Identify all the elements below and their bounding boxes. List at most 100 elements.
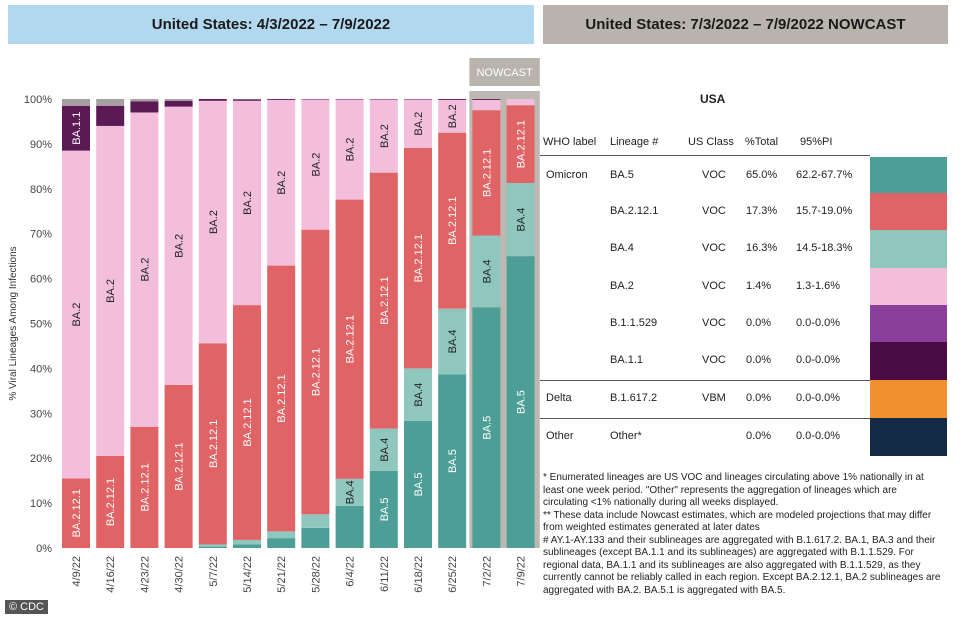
bar-label: BA.2.12.1	[174, 442, 186, 490]
y-axis-label: % Viral Lineages Among Infections	[8, 246, 19, 400]
table-cell-class: VOC	[702, 316, 726, 329]
variant-proportions-chart: NOWCAST 0% 10% 20% 30% 40% 50% 60% 70% 80% 90% 100%…	[8, 58, 540, 593]
footnote: # AY.1-AY.133 and their sublineages are …	[543, 534, 941, 596]
bar-label: BA.4	[481, 259, 493, 283]
header-lineage: Lineage #	[610, 136, 659, 148]
nowcast-period-title: United States: 7/3/2022 – 7/9/2022 NOWCA…	[543, 5, 948, 44]
x-tick-label: 6/18/22	[413, 556, 425, 593]
bar-segment	[472, 110, 501, 236]
table-cell-pi: 0.0-0.0%	[796, 316, 841, 329]
bar-label: BA.2	[242, 191, 254, 215]
table-cell-lineage: BA.2.12.1	[610, 204, 659, 217]
bar-segment	[164, 385, 193, 548]
bar-segment	[335, 505, 364, 548]
bar-segment	[198, 343, 227, 545]
table-header-rule	[540, 155, 870, 156]
bar-segment	[369, 470, 398, 548]
bar-label: BA.4	[379, 438, 391, 462]
table-cell-class: VOC	[702, 242, 726, 254]
bar-segment	[335, 478, 364, 506]
bar-segment	[130, 101, 159, 113]
bar-segment	[301, 229, 330, 515]
bar-segment	[301, 99, 330, 230]
bar-segment	[438, 308, 467, 375]
bar-label: BA.4	[345, 480, 357, 504]
bar-segment	[130, 426, 159, 548]
header-us-class: US Class	[688, 136, 734, 148]
y-tick-label: 40%	[30, 363, 52, 375]
bar-label: BA.2.12.1	[379, 276, 391, 324]
table-cell-lineage: Other*	[610, 430, 642, 442]
bar-segment	[335, 199, 364, 479]
bar-segment	[438, 374, 467, 548]
nowcast-label: NOWCAST	[476, 67, 533, 79]
bar-label: BA.2	[139, 258, 151, 282]
table-cell-total: 65.0%	[746, 168, 778, 181]
bar-segment	[438, 99, 467, 100]
bar-label: BA.2.12.1	[208, 420, 220, 468]
bar-segment	[198, 546, 227, 548]
bar-segment	[164, 106, 193, 386]
bar-label: BA.2	[71, 303, 83, 327]
table-cell-pi: 14.5-18.3%	[796, 242, 853, 254]
bar-segment	[96, 105, 125, 126]
bar-label: BA.2	[105, 279, 117, 303]
table-cell-total: 0.0%	[746, 392, 772, 404]
table-cell-pi: 15.7-19.0%	[796, 204, 853, 217]
table-cell-total: 16.3%	[746, 242, 778, 254]
bar-label: BA.2.12.1	[447, 197, 459, 245]
bar-label: BA.2.12.1	[310, 348, 322, 396]
bar-segment	[267, 265, 296, 532]
bar-segment	[164, 99, 193, 101]
bar-label: BA.2	[447, 104, 459, 128]
bar-label: BA.4	[447, 330, 459, 354]
lineage-color-swatch	[870, 193, 947, 230]
bar-segment	[130, 99, 159, 102]
lineage-color-swatch	[870, 418, 947, 456]
table-cell-class: VOC	[702, 168, 726, 181]
footnote: * Enumerated lineages are US VOC and lin…	[543, 472, 924, 508]
bar-segment	[267, 538, 296, 548]
bar-label: BA.2	[345, 138, 357, 162]
x-tick-label: 6/25/22	[447, 556, 459, 593]
x-tick-label: 5/14/22	[242, 556, 254, 593]
table-cell-pi: 62.2-67.7%	[796, 168, 853, 181]
bar-segment	[198, 100, 227, 344]
bar-segment	[506, 182, 535, 257]
bar-segment	[301, 527, 330, 548]
y-tick-label: 10%	[30, 498, 52, 510]
bar-label: BA.5	[447, 449, 459, 473]
header-pi: 95%PI	[800, 136, 833, 148]
bar-segment	[369, 99, 398, 173]
y-tick-label: 80%	[30, 184, 52, 196]
bar-segment	[96, 99, 125, 106]
bar-segment	[472, 99, 501, 100]
table-cell-lineage: BA.1.1	[610, 354, 644, 366]
lineage-color-swatch	[870, 305, 947, 342]
bar-segment	[438, 99, 467, 133]
bar-segment	[233, 99, 261, 101]
x-tick-label: 5/21/22	[276, 556, 288, 593]
bar-segment	[267, 99, 296, 100]
bar-label: BA.4	[516, 208, 528, 232]
bar-segment	[96, 125, 125, 456]
table-cell-total: 1.4%	[746, 279, 772, 292]
table-cell-class: VOC	[702, 354, 726, 366]
nowcast-label-box	[469, 58, 540, 86]
header-total: %Total	[745, 136, 779, 148]
bar-label: BA.5	[413, 473, 425, 497]
y-tick-label: 30%	[30, 408, 52, 420]
y-tick-label: 100%	[24, 94, 52, 106]
bar-segment	[404, 368, 432, 421]
table-cell-lineage: B.1.1.529	[610, 316, 658, 329]
bar-label: BA.2	[174, 234, 186, 258]
table-cell-total: 17.3%	[746, 204, 778, 217]
bar-label: BA.2.12.1	[413, 234, 425, 282]
bar-segment	[335, 99, 364, 200]
x-tick-label: 7/9/22	[516, 556, 528, 587]
bar-label: BA.2.12.1	[139, 463, 151, 511]
x-tick-label: 6/4/22	[345, 556, 357, 587]
table-cell-who: Omicron	[546, 168, 588, 181]
bar-segment	[369, 172, 398, 429]
table-cell-lineage: BA.4	[610, 242, 634, 254]
